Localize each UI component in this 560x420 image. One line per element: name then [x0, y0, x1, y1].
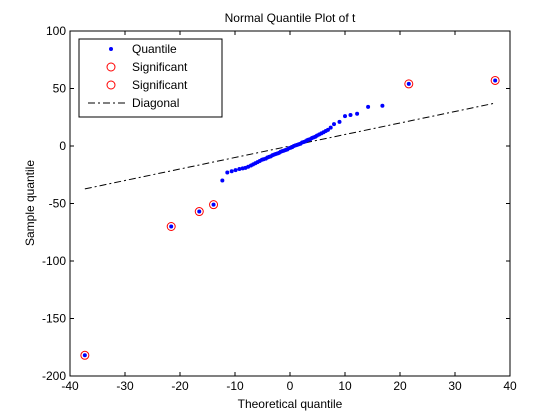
y-tick-label: 50: [53, 82, 67, 96]
legend-label: Quantile: [132, 42, 177, 56]
quantile-point: [220, 179, 224, 183]
quantile-point: [338, 120, 342, 124]
legend: Quantile Significant Significant Diagonal: [79, 39, 222, 117]
legend-label: Significant: [132, 78, 188, 92]
x-tick-label: 20: [393, 379, 407, 393]
legend-label: Diagonal: [132, 96, 179, 110]
y-tick-label: -200: [42, 369, 66, 383]
x-tick-label: -20: [171, 379, 189, 393]
y-tick-label: -100: [42, 254, 66, 268]
y-tick-label: 100: [46, 24, 66, 38]
x-tick-label: 40: [503, 379, 517, 393]
quantile-point: [349, 113, 353, 117]
quantile-point: [83, 353, 87, 357]
legend-marker-quantile: [109, 47, 113, 51]
quantile-point: [332, 122, 336, 126]
quantile-point: [366, 105, 370, 109]
y-tick-label: 0: [59, 139, 66, 153]
quantile-point: [380, 104, 384, 108]
y-axis-label: Sample quantile: [23, 160, 37, 246]
quantile-point: [329, 126, 333, 130]
quantile-point: [225, 170, 229, 174]
x-tick-label: -30: [116, 379, 134, 393]
x-tick-label: -10: [226, 379, 244, 393]
quantile-point: [343, 114, 347, 118]
y-tick-label: -50: [49, 197, 67, 211]
x-tick-label: 30: [448, 379, 462, 393]
x-tick-label: 10: [338, 379, 352, 393]
quantile-point: [493, 78, 497, 82]
quantile-point: [169, 225, 173, 229]
quantile-point: [230, 169, 234, 173]
y-tick-label: -150: [42, 312, 66, 326]
x-tick-label: 0: [287, 379, 294, 393]
chart-title: Normal Quantile Plot of t: [225, 11, 356, 25]
quantile-point: [212, 203, 216, 207]
x-axis-label: Theoretical quantile: [238, 397, 343, 411]
quantile-point: [355, 112, 359, 116]
quantile-point: [407, 82, 411, 86]
legend-label: Significant: [132, 60, 188, 74]
quantile-point: [234, 168, 238, 172]
quantile-point: [197, 210, 201, 214]
